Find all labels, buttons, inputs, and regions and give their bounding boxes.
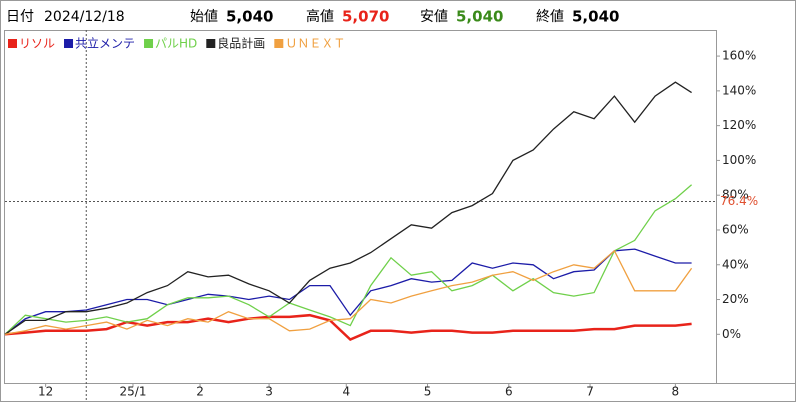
y-tick-label: 120% [722,118,756,132]
x-tick-label: 3 [265,385,273,399]
x-tick-label: 4 [342,385,350,399]
legend-swatch [144,39,154,48]
x-tick-label: 6 [505,385,513,399]
open-label: 始値 [190,9,218,25]
series-line [4,81,692,335]
open: 5,040 [226,8,273,26]
x-tick-label: 7 [586,385,594,399]
y-tick-label: 40% [722,257,749,271]
crosshair-label: 76.4% [720,194,758,208]
date: 2024/12/18 [44,9,125,25]
series-line [4,248,692,335]
close-label: 終値 [536,9,564,25]
legend-label: リソル [19,37,55,51]
x-tick-label: 8 [672,385,680,399]
series-line [4,184,693,335]
y-tick-label: 0% [722,327,741,341]
legend-label: ＵＮＥＸＴ [285,37,345,51]
legend-swatch [64,39,74,48]
legend-label: パルHD [155,37,197,51]
x-tick-label: 25/1 [120,385,147,399]
low-label: 安値 [420,9,448,25]
y-tick-label: 80% [722,188,749,202]
y-tick-label: 60% [722,222,749,236]
x-tick-label: 12 [38,385,53,399]
close: 5,040 [572,8,619,26]
y-tick-label: 160% [722,49,756,63]
y-tick-label: 100% [722,153,756,167]
series-line [4,249,693,335]
date-label: 日付 [6,9,34,25]
legend-swatch [206,39,216,48]
series-line [4,313,692,341]
legend-label: 良品計画 [217,36,265,51]
x-tick-label: 5 [424,385,432,399]
legend-swatch [8,39,17,48]
x-tick-label: 2 [196,385,204,399]
y-tick-label: 140% [722,83,756,97]
legend-swatch [274,39,284,48]
high-label: 高値 [306,8,334,25]
y-tick-label: 20% [722,292,749,306]
legend-label: 共立メンテ [75,36,135,51]
low: 5,040 [456,8,503,26]
high: 5,070 [342,8,389,26]
